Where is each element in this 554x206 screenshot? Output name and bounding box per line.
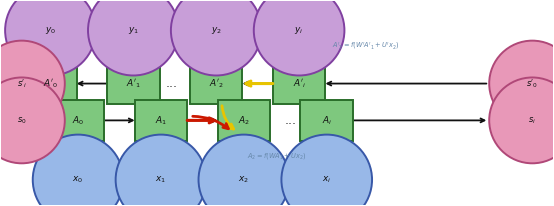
- Text: $s'_0$: $s'_0$: [526, 77, 538, 90]
- Text: $y_2$: $y_2$: [211, 25, 222, 36]
- FancyBboxPatch shape: [24, 63, 76, 104]
- Text: $A_2=f(WA_1+Ux_2)$: $A_2=f(WA_1+Ux_2)$: [247, 151, 306, 161]
- Text: $s_i$: $s_i$: [529, 115, 536, 126]
- Text: $y_1$: $y_1$: [128, 25, 139, 36]
- Ellipse shape: [33, 135, 124, 206]
- Ellipse shape: [171, 0, 261, 75]
- Text: ...: ...: [166, 77, 178, 90]
- Text: $A'_2=f(W'A'_1+U'x_2)$: $A'_2=f(W'A'_1+U'x_2)$: [332, 41, 399, 52]
- Text: $y_0$: $y_0$: [45, 25, 56, 36]
- Text: ...: ...: [285, 114, 297, 127]
- Text: $A_1$: $A_1$: [155, 114, 167, 127]
- Ellipse shape: [489, 77, 554, 163]
- Text: $x_2$: $x_2$: [238, 174, 249, 185]
- FancyBboxPatch shape: [52, 100, 104, 141]
- Text: $x_0$: $x_0$: [73, 174, 84, 185]
- Ellipse shape: [88, 0, 178, 75]
- Ellipse shape: [116, 135, 206, 206]
- Text: $s_0$: $s_0$: [17, 115, 27, 126]
- Ellipse shape: [5, 0, 96, 75]
- FancyBboxPatch shape: [273, 63, 325, 104]
- Text: $y_i$: $y_i$: [295, 25, 304, 36]
- FancyBboxPatch shape: [135, 100, 187, 141]
- Ellipse shape: [281, 135, 372, 206]
- Text: $A'_i$: $A'_i$: [293, 77, 306, 90]
- Text: $A_0$: $A_0$: [72, 114, 84, 127]
- FancyBboxPatch shape: [190, 63, 243, 104]
- Ellipse shape: [489, 41, 554, 126]
- FancyBboxPatch shape: [300, 100, 353, 141]
- Ellipse shape: [198, 135, 289, 206]
- Text: $s'_i$: $s'_i$: [17, 77, 27, 90]
- Ellipse shape: [0, 77, 65, 163]
- FancyBboxPatch shape: [107, 63, 160, 104]
- Text: $A_i$: $A_i$: [321, 114, 332, 127]
- Text: $x_1$: $x_1$: [156, 174, 167, 185]
- Text: $A'_1$: $A'_1$: [126, 77, 141, 90]
- Text: $A'_0$: $A'_0$: [43, 77, 58, 90]
- FancyBboxPatch shape: [218, 100, 270, 141]
- Ellipse shape: [254, 0, 345, 75]
- Ellipse shape: [0, 41, 65, 126]
- Text: $A_2$: $A_2$: [238, 114, 250, 127]
- Text: $x_i$: $x_i$: [322, 174, 331, 185]
- Text: $A'_2$: $A'_2$: [209, 77, 224, 90]
